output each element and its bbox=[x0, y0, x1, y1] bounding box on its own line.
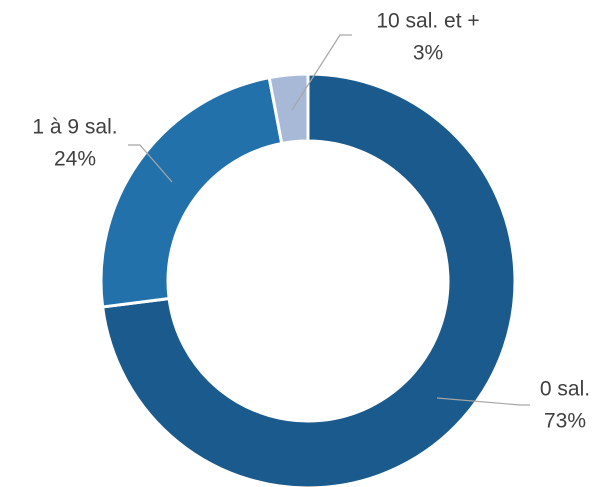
slice-value: 24% bbox=[54, 148, 96, 171]
slice-value: 73% bbox=[544, 410, 586, 433]
leader-line bbox=[291, 34, 352, 111]
slice-value: 3% bbox=[413, 42, 443, 65]
slice-label: 0 sal. bbox=[540, 378, 590, 401]
donut-slice bbox=[267, 72, 310, 146]
donut-slice bbox=[100, 72, 517, 487]
leader-line bbox=[128, 144, 173, 183]
leader-line bbox=[436, 397, 530, 406]
slice-label: 1 à 9 sal. bbox=[32, 116, 117, 139]
donut-slice bbox=[99, 75, 284, 309]
slice-label: 10 sal. et + bbox=[376, 10, 479, 33]
